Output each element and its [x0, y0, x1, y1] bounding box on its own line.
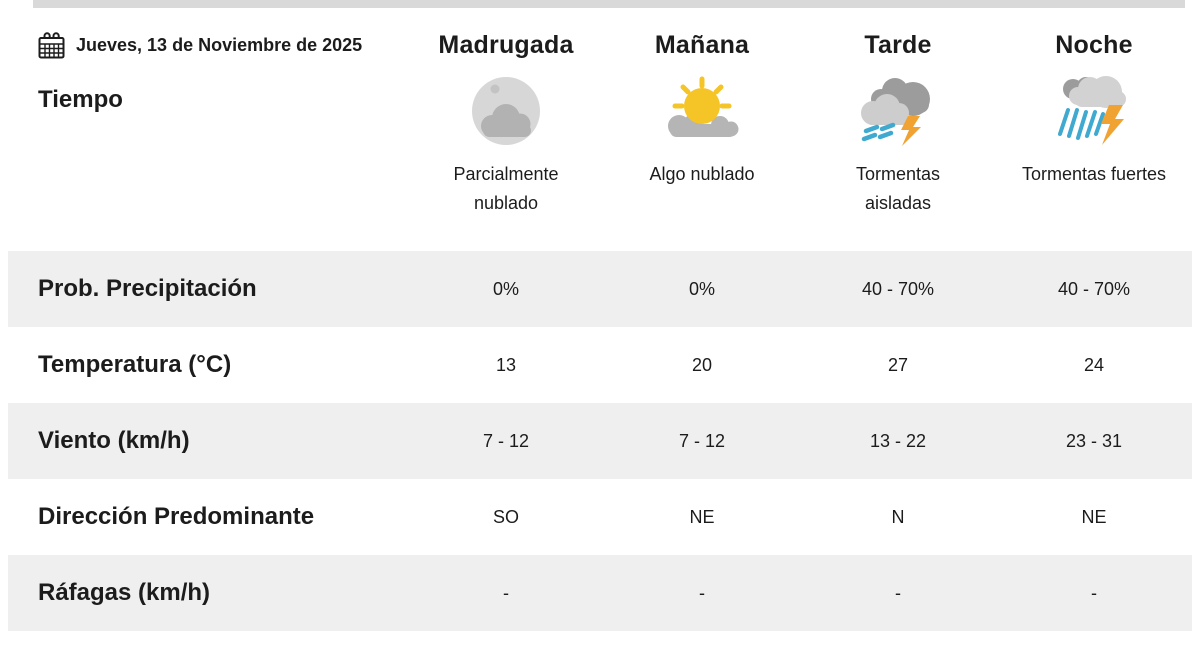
column-header-noche: Noche: [1055, 30, 1133, 59]
condition-caption: Tormentas aisladas: [855, 164, 941, 213]
cell-value: 40 - 70%: [1057, 278, 1131, 299]
row-label: Viento (km/h): [38, 427, 190, 454]
storm-cloud-lightning-icon: [861, 78, 930, 146]
row-label: Ráfagas (km/h): [38, 579, 211, 606]
condition-manana: Algo nublado: [604, 66, 800, 251]
table-header-row: Jueves, 13 de Noviembre de 2025 Madrugad…: [8, 8, 1192, 66]
condition-tarde: Tormentas aisladas: [800, 66, 996, 251]
condition-madrugada: Parcialmente nublado: [408, 66, 604, 251]
heavy-rain-lightning-icon: [1058, 76, 1126, 145]
cell-value: NE: [1081, 506, 1107, 527]
column-header-madrugada: Madrugada: [438, 30, 574, 59]
column-header-tarde: Tarde: [864, 30, 932, 59]
cell-value: 7 - 12: [678, 430, 726, 451]
cell-value: 13: [495, 354, 517, 375]
row-label-tiempo: Tiempo: [38, 86, 123, 113]
row-rafagas: Ráfagas (km/h) - - - -: [8, 555, 1192, 631]
weather-forecast-table: Jueves, 13 de Noviembre de 2025 Madrugad…: [8, 8, 1192, 631]
sun-with-cloud-icon: [668, 76, 739, 137]
calendar-icon: [38, 31, 65, 58]
cell-value: 24: [1083, 354, 1105, 375]
row-prob-precipitacion: Prob. Precipitación 0% 0% 40 - 70% 40 - …: [8, 251, 1192, 327]
row-viento: Viento (km/h) 7 - 12 7 - 12 13 - 22 23 -…: [8, 403, 1192, 479]
cell-value: SO: [492, 506, 519, 527]
cell-value: 20: [691, 354, 713, 375]
cell-value: 23 - 31: [1065, 430, 1123, 451]
cell-value: N: [891, 506, 905, 527]
row-label: Dirección Predominante: [38, 503, 315, 530]
weather-conditions-row: Tiempo Parcialmente nublado: [8, 66, 1192, 251]
row-direccion-predominante: Dirección Predominante SO NE N NE: [8, 479, 1192, 555]
forecast-date: Jueves, 13 de Noviembre de 2025: [8, 31, 408, 59]
cell-value: -: [699, 582, 705, 603]
cell-value: -: [895, 582, 901, 603]
column-header-manana: Mañana: [654, 30, 750, 59]
row-label: Prob. Precipitación: [38, 275, 257, 302]
forecast-date-label: Jueves, 13 de Noviembre de 2025: [76, 34, 363, 55]
moon-with-cloud-icon: [472, 77, 540, 145]
condition-noche: Tormentas fuertes: [996, 66, 1192, 251]
cell-value: NE: [689, 506, 715, 527]
cell-value: 40 - 70%: [861, 278, 935, 299]
cell-value: 13 - 22: [869, 430, 927, 451]
condition-caption: Algo nublado: [649, 164, 755, 184]
cell-value: 7 - 12: [482, 430, 530, 451]
cell-value: 0%: [492, 278, 519, 299]
cell-value: -: [503, 582, 509, 603]
cell-value: 0%: [688, 278, 715, 299]
top-divider-bar: [33, 0, 1185, 8]
condition-caption: Tormentas fuertes: [1021, 164, 1167, 184]
cell-value: -: [1091, 582, 1097, 603]
row-temperatura: Temperatura (°C) 13 20 27 24: [8, 327, 1192, 403]
row-label: Temperatura (°C): [38, 351, 232, 378]
condition-caption: Parcialmente nublado: [453, 164, 559, 213]
cell-value: 27: [887, 354, 909, 375]
